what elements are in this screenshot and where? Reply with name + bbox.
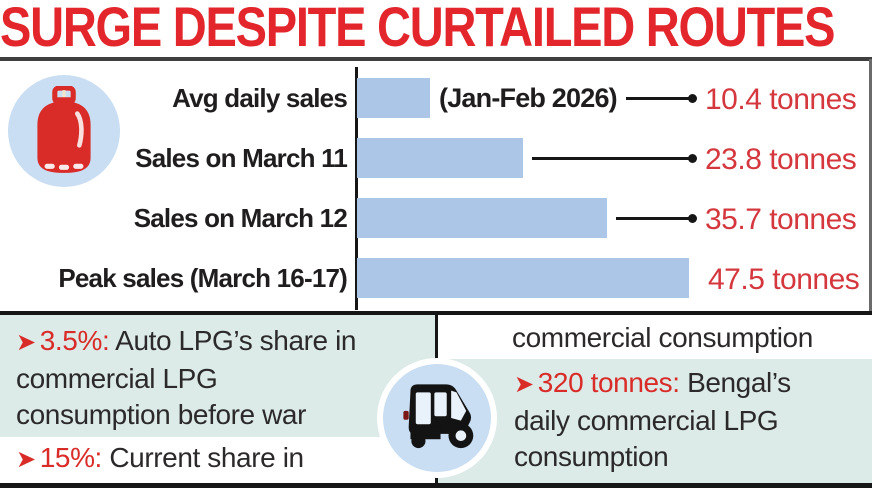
connector-line [625,93,698,103]
bar [357,78,430,118]
chart-row: Sales on March 11 23.8 tonnes [0,138,872,178]
chart-row: Sales on March 12 35.7 tonnes [0,198,872,238]
fact-body: Auto LPG’s share in commercial LPG consu… [16,325,357,430]
fact-highlight: 15%: [39,442,103,473]
bar [357,138,523,178]
chart-row: Avg daily sales (Jan-Feb 2026) 10.4 tonnes [0,78,872,118]
arrow-bullet-icon: ➤ [16,446,36,473]
lpg-cylinder-glyph [37,86,91,173]
connector-line [532,153,697,163]
fact-highlight: 3.5%: [39,325,110,356]
arrow-bullet-icon: ➤ [514,371,534,398]
fact-text: ➤ 3.5%: Auto LPG’s share in commercial LP… [16,323,364,433]
bar-track: 23.8 tonnes [357,138,872,178]
arrow-bullet-icon: ➤ [16,329,36,356]
fact-bengal-consumption: ➤ 320 tonnes: Bengal’s daily commercial L… [438,359,872,483]
value-label: 23.8 tonnes [705,143,857,176]
bar [357,258,689,298]
bar [357,198,607,238]
fact-current-share: ➤ 15%: Current share in [0,437,435,479]
fact-body: Current share in [109,442,304,473]
chart-axis [355,67,358,310]
value-label: 35.7 tonnes [705,203,857,236]
lpg-cylinder-icon [8,75,120,187]
fact-current-share-continued: commercial consumption [512,322,813,353]
bar-category-label: Peak sales (March 16-17) [58,263,347,293]
facts-panel: ➤ 3.5%: Auto LPG’s share in commercial LP… [0,311,872,488]
title-divider [0,57,872,61]
bar-category-label: Avg daily sales [172,83,348,113]
facts-left-column: ➤ 3.5%: Auto LPG’s share in commercial LP… [0,315,435,483]
bar-category-label: Sales on March 12 [133,203,348,233]
fact-auto-lpg-share: ➤ 3.5%: Auto LPG’s share in commercial LP… [0,315,435,437]
fact-body: Bengal’s daily commercial LPG consumptio… [514,367,791,472]
auto-rickshaw-glyph [403,384,474,449]
value-label: 10.4 tonnes [705,83,857,116]
page-title: SURGE DESPITE CURTAILED ROUTES [0,0,836,58]
bar-track: 35.7 tonnes [357,198,872,238]
auto-rickshaw-icon [377,358,497,478]
chart-row: Peak sales (March 16-17) 47.5 tonnes [0,258,872,298]
value-label: 47.5 tonnes [708,263,860,296]
fact-text: ➤ 320 tonnes: Bengal’s daily commercial L… [514,365,844,475]
facts-right-column: commercial consumption ➤ 320 tonnes: Beng… [438,315,872,483]
right-border [869,59,872,488]
fact-highlight: 320 tonnes: [537,367,680,398]
bar-chart: Avg daily sales (Jan-Feb 2026) 10.4 tonnes… [0,61,872,311]
connector-line [616,213,697,223]
bar-annotation: (Jan-Feb 2026) [439,82,618,113]
bar-track: (Jan-Feb 2026) 10.4 tonnes [357,78,872,118]
bar-track: 47.5 tonnes [357,258,872,298]
bar-category-label: Sales on March 11 [135,143,348,173]
